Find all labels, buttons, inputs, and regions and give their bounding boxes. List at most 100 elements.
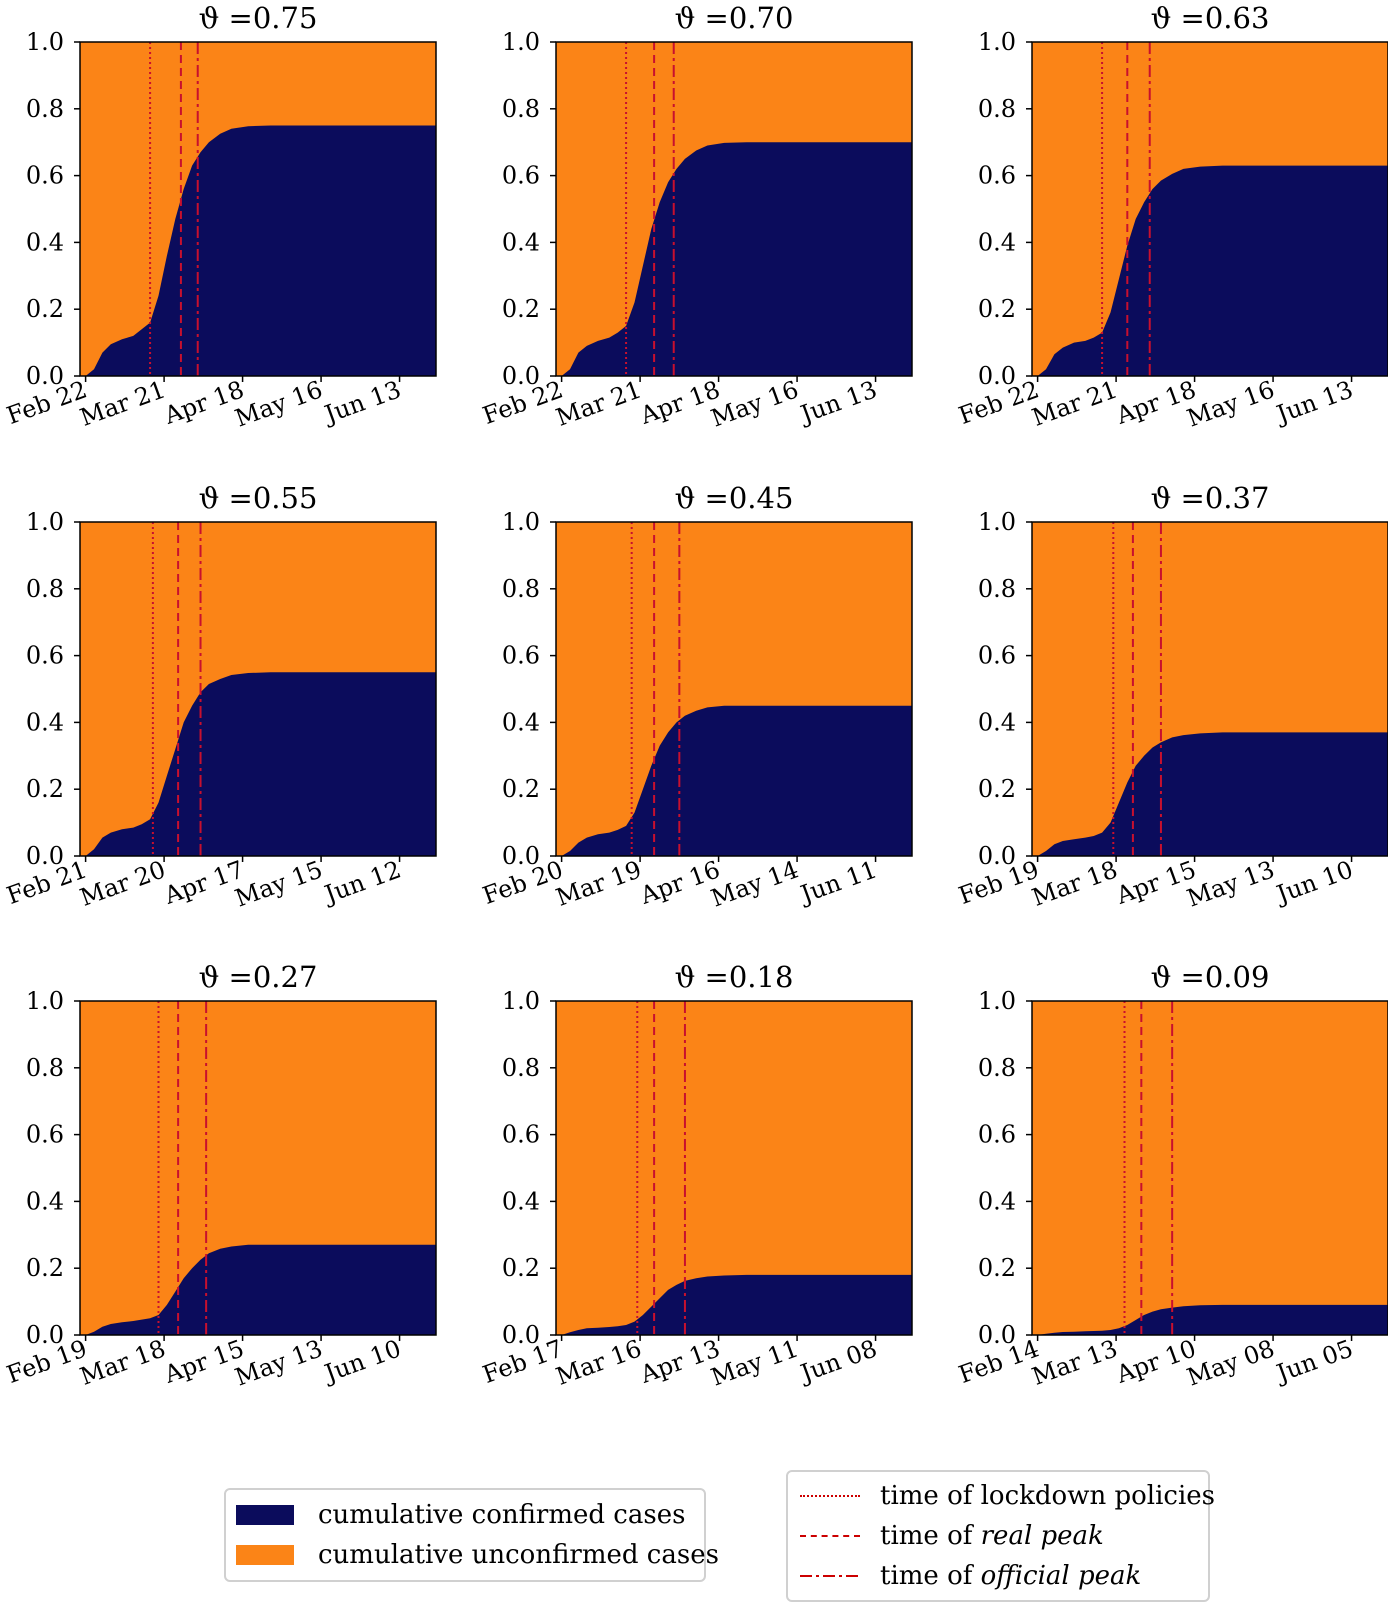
x-tick-label: Apr 15 [1112, 855, 1200, 910]
x-tick-label: Mar 18 [1028, 855, 1121, 912]
panel-title: ϑ =0.70 [675, 1, 794, 35]
real-peak-prefix: time of [880, 1521, 981, 1551]
legend-item-real-peak: time of real peak [788, 1518, 1104, 1554]
y-tick-label: 0.4 [26, 1187, 64, 1215]
panel-title: ϑ =0.45 [675, 481, 794, 515]
y-tick-label: 0.8 [502, 1054, 540, 1082]
x-tick-label: Mar 21 [552, 375, 645, 432]
legend-label-real-peak: time of real peak [880, 1521, 1104, 1551]
x-tick-label: Apr 18 [636, 375, 724, 430]
y-tick-label: 0.0 [978, 1321, 1016, 1349]
x-tick-label: Apr 16 [636, 855, 724, 910]
y-tick-label: 0.4 [502, 708, 540, 736]
y-tick-label: 0.6 [502, 1121, 540, 1149]
x-tick-label: Jun 10 [1270, 855, 1356, 909]
y-tick-label: 0.0 [502, 842, 540, 870]
confirmed-swatch [236, 1505, 294, 1525]
panel-title: ϑ =0.37 [1151, 481, 1270, 515]
real-peak-emph: real peak [980, 1521, 1104, 1551]
y-tick-label: 0.0 [978, 362, 1016, 390]
x-tick-label: Mar 18 [76, 1334, 169, 1391]
x-tick-label: May 16 [707, 375, 802, 432]
unconfirmed-swatch [236, 1545, 294, 1565]
y-tick-label: 1.0 [26, 508, 64, 536]
official-peak-prefix: time of [880, 1561, 981, 1591]
confirmed-area [561, 705, 912, 856]
axes-frame [79, 521, 437, 857]
y-tick-label: 1.0 [978, 508, 1016, 536]
y-tick-label: 0.0 [978, 842, 1016, 870]
panel-title: ϑ =0.27 [199, 960, 318, 994]
y-tick-label: 0.2 [26, 1254, 64, 1282]
y-tick-label: 0.0 [502, 1321, 540, 1349]
x-tick-label: Jun 10 [318, 1334, 404, 1388]
y-tick-label: 0.6 [26, 642, 64, 670]
y-tick-label: 0.6 [978, 1121, 1016, 1149]
y-tick-label: 0.6 [26, 162, 64, 190]
confirmed-area [561, 142, 912, 376]
axes-frame [1031, 521, 1388, 857]
x-tick-label: Mar 13 [1028, 1334, 1121, 1391]
x-tick-label: May 08 [1183, 1334, 1278, 1391]
y-tick-label: 0.2 [978, 295, 1016, 323]
legend-item-lockdown: time of lockdown policies [788, 1478, 1215, 1514]
y-tick-label: 0.6 [26, 1121, 64, 1149]
axes-frame [555, 1000, 913, 1336]
y-tick-label: 0.8 [978, 95, 1016, 123]
legend-label-lockdown: time of lockdown policies [880, 1481, 1215, 1511]
y-tick-label: 0.6 [978, 642, 1016, 670]
y-tick-label: 0.8 [26, 1054, 64, 1082]
confirmed-area [1037, 732, 1388, 856]
confirmed-area [85, 125, 436, 376]
y-tick-label: 1.0 [978, 28, 1016, 56]
y-tick-label: 0.4 [26, 708, 64, 736]
y-tick-label: 0.8 [26, 575, 64, 603]
y-tick-label: 0.0 [26, 1321, 64, 1349]
axes-frame [1031, 1000, 1388, 1336]
x-tick-label: Mar 16 [552, 1334, 645, 1391]
y-tick-label: 0.2 [978, 775, 1016, 803]
panel-title: ϑ =0.09 [1151, 960, 1270, 994]
y-tick-label: 0.2 [502, 775, 540, 803]
x-tick-label: Mar 19 [552, 855, 645, 912]
y-tick-label: 0.6 [502, 162, 540, 190]
real-peak-line-sample [800, 1535, 860, 1537]
y-tick-label: 1.0 [502, 987, 540, 1015]
x-tick-label: Apr 15 [160, 1334, 248, 1389]
axes-frame [1031, 41, 1388, 377]
x-tick-label: May 16 [1183, 375, 1278, 432]
y-tick-label: 1.0 [502, 508, 540, 536]
y-tick-label: 1.0 [26, 987, 64, 1015]
x-tick-label: May 15 [231, 855, 326, 912]
panel-title: ϑ =0.75 [199, 1, 318, 35]
legend-areas: cumulative confirmed cases cumulative un… [224, 1488, 719, 1582]
legend-item-unconfirmed: cumulative unconfirmed cases [226, 1538, 719, 1572]
y-tick-label: 0.8 [502, 575, 540, 603]
axes-frame [555, 521, 913, 857]
y-tick-label: 0.4 [502, 1187, 540, 1215]
y-tick-label: 0.8 [978, 1054, 1016, 1082]
x-tick-label: Mar 21 [76, 375, 169, 432]
panel-title: ϑ =0.18 [675, 960, 794, 994]
panel-title: ϑ =0.63 [1151, 1, 1270, 35]
y-tick-label: 0.4 [978, 1187, 1016, 1215]
confirmed-area [1037, 165, 1388, 376]
x-tick-label: Mar 21 [1028, 375, 1121, 432]
x-tick-label: Jun 13 [1270, 375, 1356, 429]
x-tick-label: Apr 17 [160, 855, 248, 910]
axes-frame [79, 1000, 437, 1336]
x-tick-label: Jun 08 [794, 1334, 880, 1388]
y-tick-label: 0.0 [26, 842, 64, 870]
x-tick-label: Jun 13 [318, 375, 404, 429]
x-tick-label: Jun 12 [318, 855, 404, 909]
x-tick-label: Apr 10 [1112, 1334, 1200, 1389]
panel-title: ϑ =0.55 [199, 481, 318, 515]
